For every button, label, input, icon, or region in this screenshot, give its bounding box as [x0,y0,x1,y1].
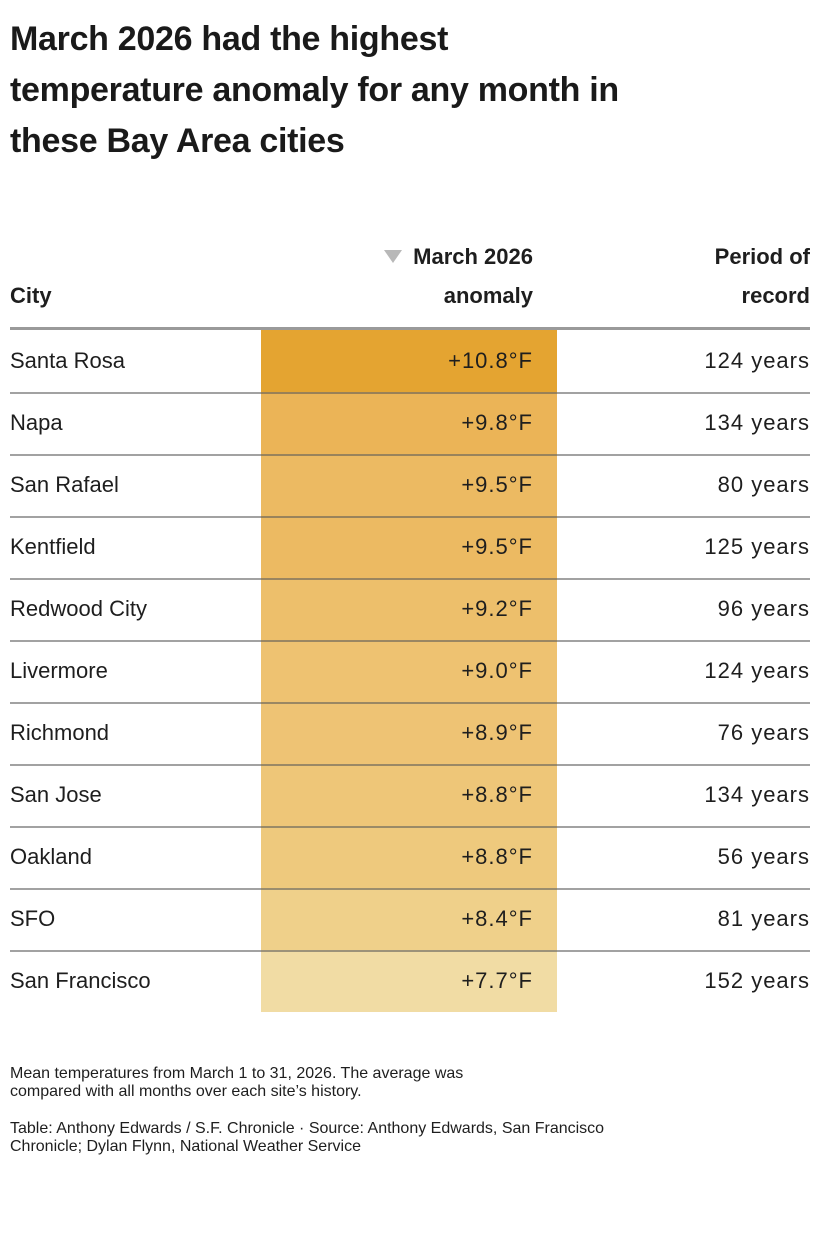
anomaly-cell: +10.8°F [261,330,557,392]
col-header-anomaly-text: March 2026 [413,244,533,269]
anomaly-cell: +7.7°F [261,950,557,1012]
anomaly-cell: +8.4°F [261,888,557,950]
period-cell: 134 years [704,782,810,807]
table-notes-line: compared with all months over each site’… [10,1083,362,1100]
period-cell: 76 years [717,720,810,745]
anomaly-cell: +9.2°F [261,578,557,640]
table-credits-line: Table: Anthony Edwards / S.F. Chronicle … [10,1120,605,1137]
table-credits-line: Chronicle; Dylan Flynn, National Weather… [10,1138,361,1155]
city-cell: Kentfield [10,534,96,559]
col-header-anomaly[interactable]: March 2026 anomaly [261,237,557,315]
table-header-row: City March 2026 anomaly Period of record [10,237,810,330]
table-row: San Francisco +7.7°F 152 years [10,950,810,1012]
table-row: Richmond +8.9°F 76 years [10,702,810,764]
city-cell: San Francisco [10,968,151,993]
city-cell: Santa Rosa [10,348,125,373]
col-header-period-line2: record [741,283,810,308]
table-row: Kentfield +9.5°F 125 years [10,516,810,578]
page-title-line: temperature anomaly for any month in [10,71,619,109]
period-cell: 81 years [717,906,810,931]
table-row: San Rafael +9.5°F 80 years [10,454,810,516]
table-row: Livermore +9.0°F 124 years [10,640,810,702]
period-cell: 96 years [717,596,810,621]
anomaly-cell: +8.8°F [261,764,557,826]
city-cell: San Rafael [10,472,119,497]
city-cell: Napa [10,410,63,435]
table-row: Redwood City +9.2°F 96 years [10,578,810,640]
table-row: Santa Rosa +10.8°F 124 years [10,330,810,392]
table-body: Santa Rosa +10.8°F 124 years Napa +9.8°F 134 … [10,330,810,1012]
col-header-period-line1: Period of [714,244,810,269]
anomaly-cell: +9.8°F [261,392,557,454]
table-row: Oakland +8.8°F 56 years [10,826,810,888]
table-visualization: March 2026 had the highest temperature a… [10,14,810,1155]
period-cell: 125 years [704,534,810,559]
city-cell: SFO [10,906,56,931]
period-cell: 152 years [704,968,810,993]
city-cell: Livermore [10,658,108,683]
table-row: Napa +9.8°F 134 years [10,392,810,454]
city-cell: Oakland [10,844,92,869]
anomaly-cell: +9.5°F [261,454,557,516]
col-header-period[interactable]: Period of record [557,237,810,315]
page-title-line: March 2026 had the highest [10,20,449,58]
period-cell: 124 years [704,658,810,683]
anomaly-cell: +9.5°F [261,516,557,578]
col-header-city[interactable]: City [10,283,52,308]
table-row: San Jose +8.8°F 134 years [10,764,810,826]
city-cell: San Jose [10,782,102,807]
period-cell: 134 years [704,410,810,435]
col-header-anomaly-line1: March 2026 [261,237,533,276]
page-title-line: these Bay Area cities [10,122,345,160]
period-cell: 124 years [704,348,810,373]
city-cell: Richmond [10,720,110,745]
table-row: SFO +8.4°F 81 years [10,888,810,950]
page-title: March 2026 had the highest temperature a… [10,14,810,167]
period-cell: 56 years [717,844,810,869]
anomaly-cell: +8.9°F [261,702,557,764]
sort-descending-icon [384,250,403,263]
city-cell: Redwood City [10,596,147,621]
anomaly-cell: +8.8°F [261,826,557,888]
period-cell: 80 years [717,472,810,497]
col-header-anomaly-line2: anomaly [443,283,533,308]
table-notes-line: Mean temperatures from March 1 to 31, 20… [10,1065,464,1082]
anomaly-cell: +9.0°F [261,640,557,702]
